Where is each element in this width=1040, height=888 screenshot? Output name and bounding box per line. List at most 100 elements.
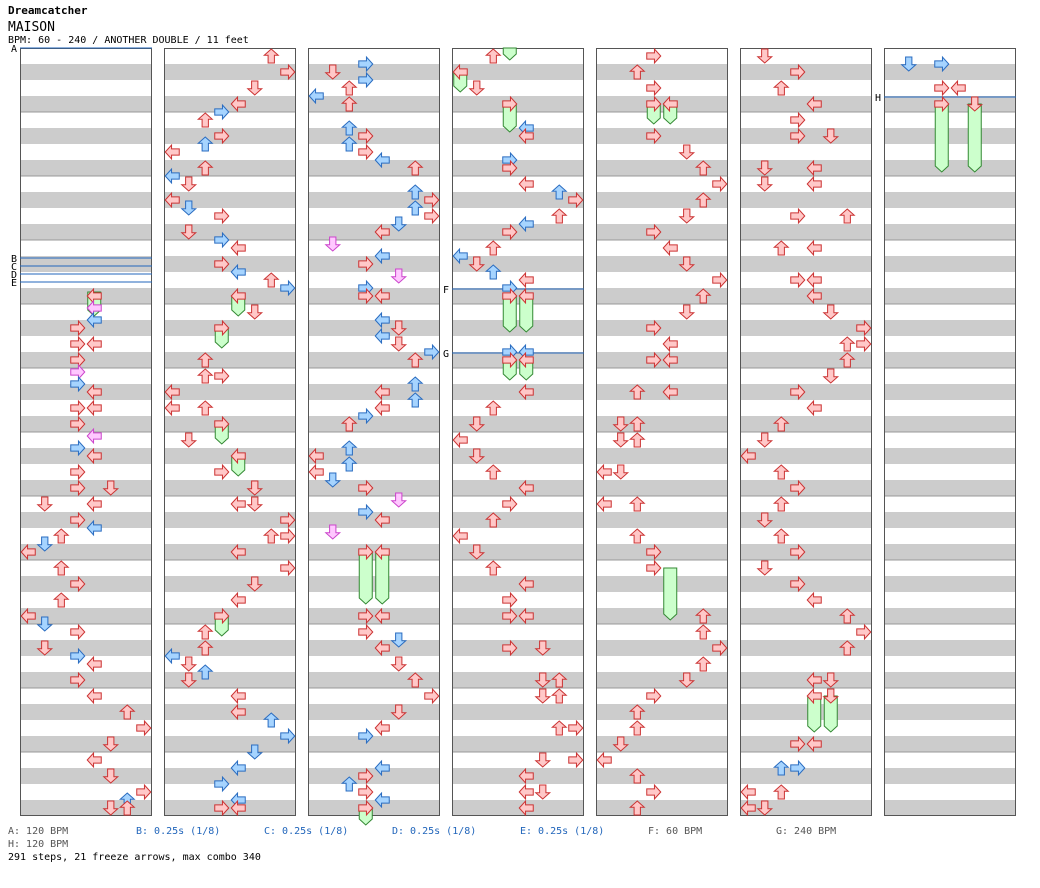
beat-stripe [596, 352, 728, 368]
left-arrow-icon [452, 63, 468, 81]
right-arrow-icon [70, 375, 86, 393]
right-arrow-icon [502, 223, 518, 241]
up-arrow-icon [406, 392, 424, 408]
right-arrow-icon [214, 127, 230, 145]
beat-stripe [596, 544, 728, 560]
right-arrow-icon [502, 159, 518, 177]
left-arrow-icon [374, 287, 390, 305]
beat-stripe [308, 800, 440, 816]
down-arrow-icon [180, 224, 198, 240]
left-arrow-icon [806, 591, 822, 609]
right-arrow-icon [214, 103, 230, 121]
left-arrow-icon [164, 191, 180, 209]
down-arrow-icon [390, 320, 408, 336]
right-arrow-icon [502, 287, 518, 305]
down-arrow-icon [468, 416, 486, 432]
beat-stripe [20, 192, 152, 208]
left-arrow-icon [518, 767, 534, 785]
up-arrow-icon [628, 496, 646, 512]
left-arrow-icon [518, 607, 534, 625]
left-arrow-icon [230, 799, 246, 817]
freeze-arrow [934, 103, 949, 173]
up-arrow-icon [196, 624, 214, 640]
down-arrow-icon [468, 80, 486, 96]
legend-b: B: 0.25s (1/8) [136, 826, 221, 837]
up-arrow-icon [628, 64, 646, 80]
beat-stripe [884, 672, 1016, 688]
up-arrow-icon [262, 48, 280, 64]
right-arrow-icon [790, 735, 806, 753]
up-arrow-icon [484, 240, 502, 256]
beat-stripe [452, 672, 584, 688]
beat-stripe [164, 640, 296, 656]
left-arrow-icon [374, 511, 390, 529]
up-arrow-icon [694, 656, 712, 672]
down-arrow-icon [468, 448, 486, 464]
beat-stripe [308, 640, 440, 656]
down-arrow-icon [756, 48, 774, 64]
column-border [308, 48, 440, 816]
up-arrow-icon [196, 160, 214, 176]
beat-stripe [164, 512, 296, 528]
down-arrow-icon [678, 144, 696, 160]
up-arrow-icon [838, 640, 856, 656]
down-arrow-icon [678, 672, 696, 688]
beat-stripe [596, 320, 728, 336]
beat-stripe [20, 448, 152, 464]
beat-stripe [308, 64, 440, 80]
up-arrow-icon [262, 272, 280, 288]
down-arrow-icon [900, 56, 918, 72]
beat-stripe [308, 704, 440, 720]
left-arrow-icon [230, 495, 246, 513]
left-arrow-icon [452, 527, 468, 545]
left-arrow-icon [662, 383, 678, 401]
beat-stripe [20, 640, 152, 656]
left-arrow-icon [374, 151, 390, 169]
beat-stripe [596, 288, 728, 304]
down-arrow-icon [36, 536, 54, 552]
column-border [452, 48, 584, 816]
beat-stripe [740, 192, 872, 208]
beat-stripe [20, 352, 152, 368]
beat-stripe [20, 576, 152, 592]
up-arrow-icon [52, 560, 70, 576]
right-arrow-icon [646, 79, 662, 97]
right-arrow-icon [358, 479, 374, 497]
left-arrow-icon [806, 175, 822, 193]
beat-stripe [452, 736, 584, 752]
beat-stripe [452, 640, 584, 656]
beat-stripe [308, 96, 440, 112]
up-arrow-icon [628, 384, 646, 400]
beat-stripe [740, 320, 872, 336]
down-arrow-icon [534, 688, 552, 704]
up-arrow-icon [196, 136, 214, 152]
right-arrow-icon [790, 383, 806, 401]
left-arrow-icon [518, 383, 534, 401]
left-arrow-icon [518, 175, 534, 193]
right-arrow-icon [70, 319, 86, 337]
right-arrow-icon [424, 207, 440, 225]
up-arrow-icon [196, 664, 214, 680]
left-arrow-icon [374, 223, 390, 241]
left-arrow-icon [230, 759, 246, 777]
down-arrow-icon [534, 752, 552, 768]
right-arrow-icon [358, 607, 374, 625]
right-arrow-icon [790, 127, 806, 145]
freeze-arrow [823, 695, 838, 733]
beat-stripe [452, 704, 584, 720]
left-arrow-icon [374, 311, 390, 329]
up-arrow-icon [772, 416, 790, 432]
down-arrow-icon [246, 496, 264, 512]
left-arrow-icon [230, 591, 246, 609]
left-arrow-icon [86, 655, 102, 673]
beat-stripe [884, 64, 1016, 80]
beat-stripe [452, 128, 584, 144]
beat-stripe [740, 608, 872, 624]
down-arrow-icon [246, 480, 264, 496]
beat-stripe [452, 256, 584, 272]
beat-stripe [884, 576, 1016, 592]
beat-stripe [308, 288, 440, 304]
beat-stripe [164, 672, 296, 688]
beat-stripe [740, 672, 872, 688]
